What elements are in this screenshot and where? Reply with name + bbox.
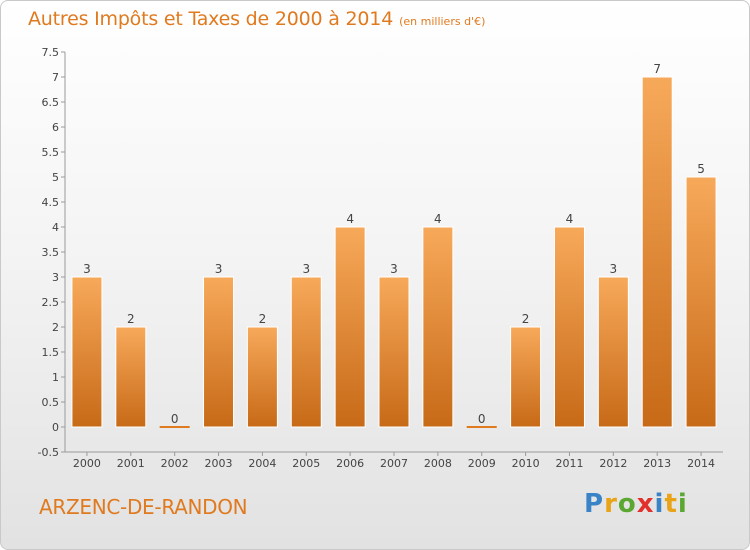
bar	[290, 276, 322, 428]
y-tick-label: 5.5	[42, 146, 60, 159]
proxiti-logo[interactable]: Proxiti	[584, 489, 688, 519]
x-tick-label: 2002	[161, 457, 189, 470]
y-tick-label: -0.5	[38, 446, 59, 459]
x-tick-label: 2013	[643, 457, 671, 470]
logo-letter: r	[604, 489, 618, 519]
x-tick-label: 2006	[336, 457, 364, 470]
bar	[71, 276, 103, 428]
y-tick-label: 3	[52, 271, 59, 284]
x-tick-label: 2005	[292, 457, 320, 470]
x-tick-label: 2012	[599, 457, 627, 470]
x-tick-label: 2004	[248, 457, 276, 470]
data-label: 7	[653, 62, 661, 76]
data-label: 4	[566, 212, 574, 226]
bar	[553, 226, 585, 428]
logo-letter: o	[617, 489, 637, 519]
logo-letter: P	[584, 489, 605, 519]
y-tick-label: 1	[52, 371, 59, 384]
data-label: 3	[610, 262, 618, 276]
bar	[597, 276, 629, 428]
bar	[378, 276, 410, 428]
bar	[685, 176, 717, 428]
data-label: 3	[83, 262, 91, 276]
data-label: 3	[302, 262, 310, 276]
y-tick-label: 0	[52, 421, 59, 434]
bar	[115, 326, 147, 428]
y-tick-label: 2.5	[42, 296, 60, 309]
logo-letter: x	[636, 489, 655, 519]
bar	[641, 76, 673, 428]
chart-title: Autres Impôts et Taxes de 2000 à 2014	[28, 8, 394, 30]
x-tick-label: 2011	[555, 457, 583, 470]
data-label: 4	[346, 212, 354, 226]
chart-data-labels: 3 2 0 3 2 3 4 3 4 0 2 4 3 7 5	[83, 62, 705, 426]
x-tick-label: 2001	[117, 457, 145, 470]
bar	[466, 426, 497, 428]
bar	[422, 226, 454, 428]
y-tick-label: 4	[52, 221, 59, 234]
chart-bars	[71, 76, 717, 428]
chart-axes: -0.5 0 0.5 1 1.5 2 2.5 3 3.5 4 4.5 5 5.5 6 6.5 7 7.5 2000…	[38, 46, 723, 470]
x-tick-label: 2014	[687, 457, 715, 470]
x-tick-label: 2010	[512, 457, 540, 470]
x-tick-label: 2007	[380, 457, 408, 470]
y-tick-label: 4.5	[42, 196, 60, 209]
y-tick-label: 6.5	[42, 96, 60, 109]
bar	[159, 426, 190, 428]
data-label: 0	[171, 412, 179, 426]
bar	[203, 276, 235, 428]
data-label: 5	[697, 162, 705, 176]
logo-letter: i	[677, 489, 688, 519]
x-tick-label: 2000	[73, 457, 101, 470]
bar	[246, 326, 278, 428]
data-label: 3	[390, 262, 398, 276]
logo-letter: i	[654, 489, 665, 519]
data-label: 2	[127, 312, 135, 326]
data-label: 2	[522, 312, 530, 326]
y-tick-label: 0.5	[42, 396, 60, 409]
data-label: 4	[434, 212, 442, 226]
chart-title-block: Autres Impôts et Taxes de 2000 à 2014 (en…	[28, 8, 485, 30]
y-tick-label: 2	[52, 321, 59, 334]
commune-name: ARZENC-DE-RANDON	[39, 495, 248, 519]
x-tick-label: 2003	[205, 457, 233, 470]
y-tick-label: 1.5	[42, 346, 60, 359]
data-label: 0	[478, 412, 486, 426]
logo-letter: t	[664, 489, 678, 519]
y-tick-label: 5	[52, 171, 59, 184]
y-tick-label: 7.5	[42, 46, 60, 59]
bar-chart: -0.5 0 0.5 1 1.5 2 2.5 3 3.5 4 4.5 5 5.5 6 6.5 7 7.5 2000…	[38, 46, 723, 470]
bar	[510, 326, 542, 428]
x-tick-label: 2008	[424, 457, 452, 470]
y-tick-label: 6	[52, 121, 59, 134]
bar	[334, 226, 366, 428]
y-tick-label: 7	[52, 71, 59, 84]
y-tick-label: 3.5	[42, 246, 60, 259]
x-tick-label: 2009	[468, 457, 496, 470]
data-label: 2	[259, 312, 267, 326]
data-label: 3	[215, 262, 223, 276]
chart-unit: (en milliers d'€)	[399, 15, 486, 28]
